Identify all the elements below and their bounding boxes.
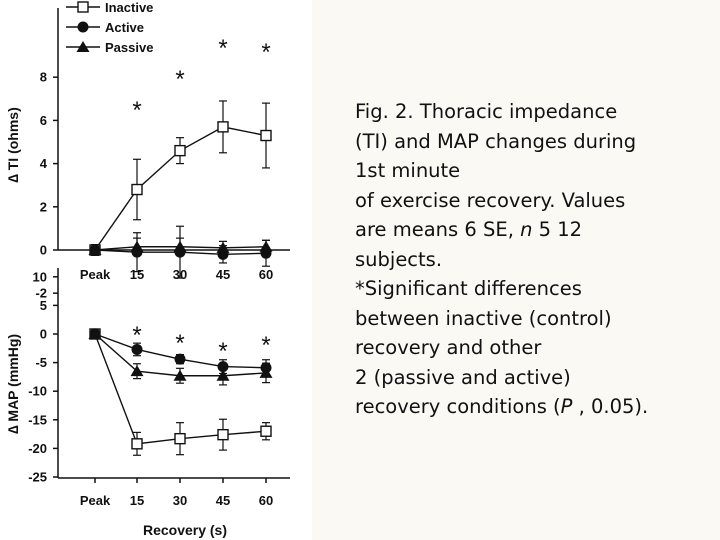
x-tick-label: Peak [80,267,111,282]
legend-label: Passive [105,40,153,55]
y-tick-label: -15 [28,412,47,427]
data-point-triangle [130,365,144,377]
data-point-triangle [88,244,102,255]
y-tick-label: 2 [40,199,47,214]
caption-line: 2 (passive and active) [355,365,571,389]
data-point-circle [131,343,143,355]
significance-star: * [261,39,270,66]
caption-n-symbol: n [520,218,533,241]
significance-star: * [175,66,184,93]
significance-star: * [132,97,141,124]
data-point-triangle [130,240,144,252]
caption-line: recovery conditions (P , 0.05). [355,392,715,422]
significance-star: * [261,332,270,359]
x-tick-label: 45 [216,267,230,282]
x-tick-label: 15 [130,267,144,282]
caption-line: of exercise recovery. Values [355,188,626,212]
caption-text: are means 6 SE, [355,218,521,241]
data-point-triangle [216,241,230,253]
data-point-square [131,183,143,196]
data-point-square [131,438,143,450]
legend-marker-triangle [76,41,90,52]
caption-line: are means 6 SE, n 5 12 [355,215,715,245]
significance-star: * [218,338,227,365]
x-tick-label: 60 [259,493,273,508]
caption-line: (TI) and MAP changes during [355,129,637,153]
x-tick-label: 60 [259,267,273,282]
caption-line: between inactive (control) [355,306,612,330]
caption-p-symbol: P [560,395,573,418]
x-tick-label: 15 [130,493,144,508]
y-tick-label: -10 [28,384,47,399]
legend-label: Inactive [105,0,153,15]
y-axis-title: ∆ TI (ohms) [5,107,21,182]
bottom-chart-map: -25 -20 -15 -10 -5 0 5 10 Peak 15 30 45 60 ∆ MAP (mmH… [5,268,290,538]
x-tick-label: Peak [80,493,111,508]
caption-text: recovery conditions ( [355,395,561,418]
legend-marker-circle [77,21,89,33]
y-tick-label: 0 [40,243,47,258]
y-tick-label: 8 [40,70,47,85]
caption-line: 1st minute [355,159,461,182]
data-point-square [260,425,272,437]
y-tick-label: -25 [28,470,47,485]
data-point-square [174,144,186,157]
data-point-square [174,432,186,445]
caption-line: subjects. [355,247,443,271]
y-tick-label: 10 [33,269,47,284]
y-tick-label: 0 [40,327,47,342]
data-point-square [260,129,272,142]
x-axis-title: Recovery (s) [143,522,227,538]
caption-p-value: , 0.05). [572,395,649,418]
y-tick-label: 4 [40,156,48,171]
x-tick-label: 45 [216,493,230,508]
caption-n-value: 5 12 [532,218,583,241]
legend-label: Active [105,20,144,35]
data-point-triangle [259,366,273,378]
data-point-triangle [259,240,273,252]
data-point-circle [174,353,186,365]
significance-star: * [132,322,141,349]
caption-line: *Significant differences [355,277,582,300]
y-tick-label: -20 [28,441,47,456]
x-tick-label: 30 [173,493,187,508]
data-point-triangle [173,240,187,252]
y-tick-label: -2 [35,286,47,301]
figure-caption: Fig. 2. Thoracic impedance (TI) and MAP … [355,97,715,422]
data-point-square [217,428,229,441]
y-tick-label: 6 [40,113,47,128]
significance-star: * [218,35,227,62]
data-point-triangle [88,328,102,339]
data-point-triangle [216,369,230,381]
significance-star: * [175,330,184,357]
caption-line: Fig. 2. Thoracic impedance [355,100,618,123]
y-tick-label: 5 [40,298,47,313]
data-point-square [217,121,229,133]
figure-panel: -2 0 2 4 6 8 Peak 15 30 45 60 ∆ TI (ohms) * * * * Inacti… [0,0,312,540]
caption-panel: Fig. 2. Thoracic impedance (TI) and MAP … [312,0,720,540]
y-axis-title: ∆ MAP (mmHg) [5,334,21,434]
legend-marker-square [77,1,89,13]
y-tick-label: -5 [35,355,47,370]
data-point-triangle [173,369,187,381]
caption-line: recovery and other [355,336,542,359]
